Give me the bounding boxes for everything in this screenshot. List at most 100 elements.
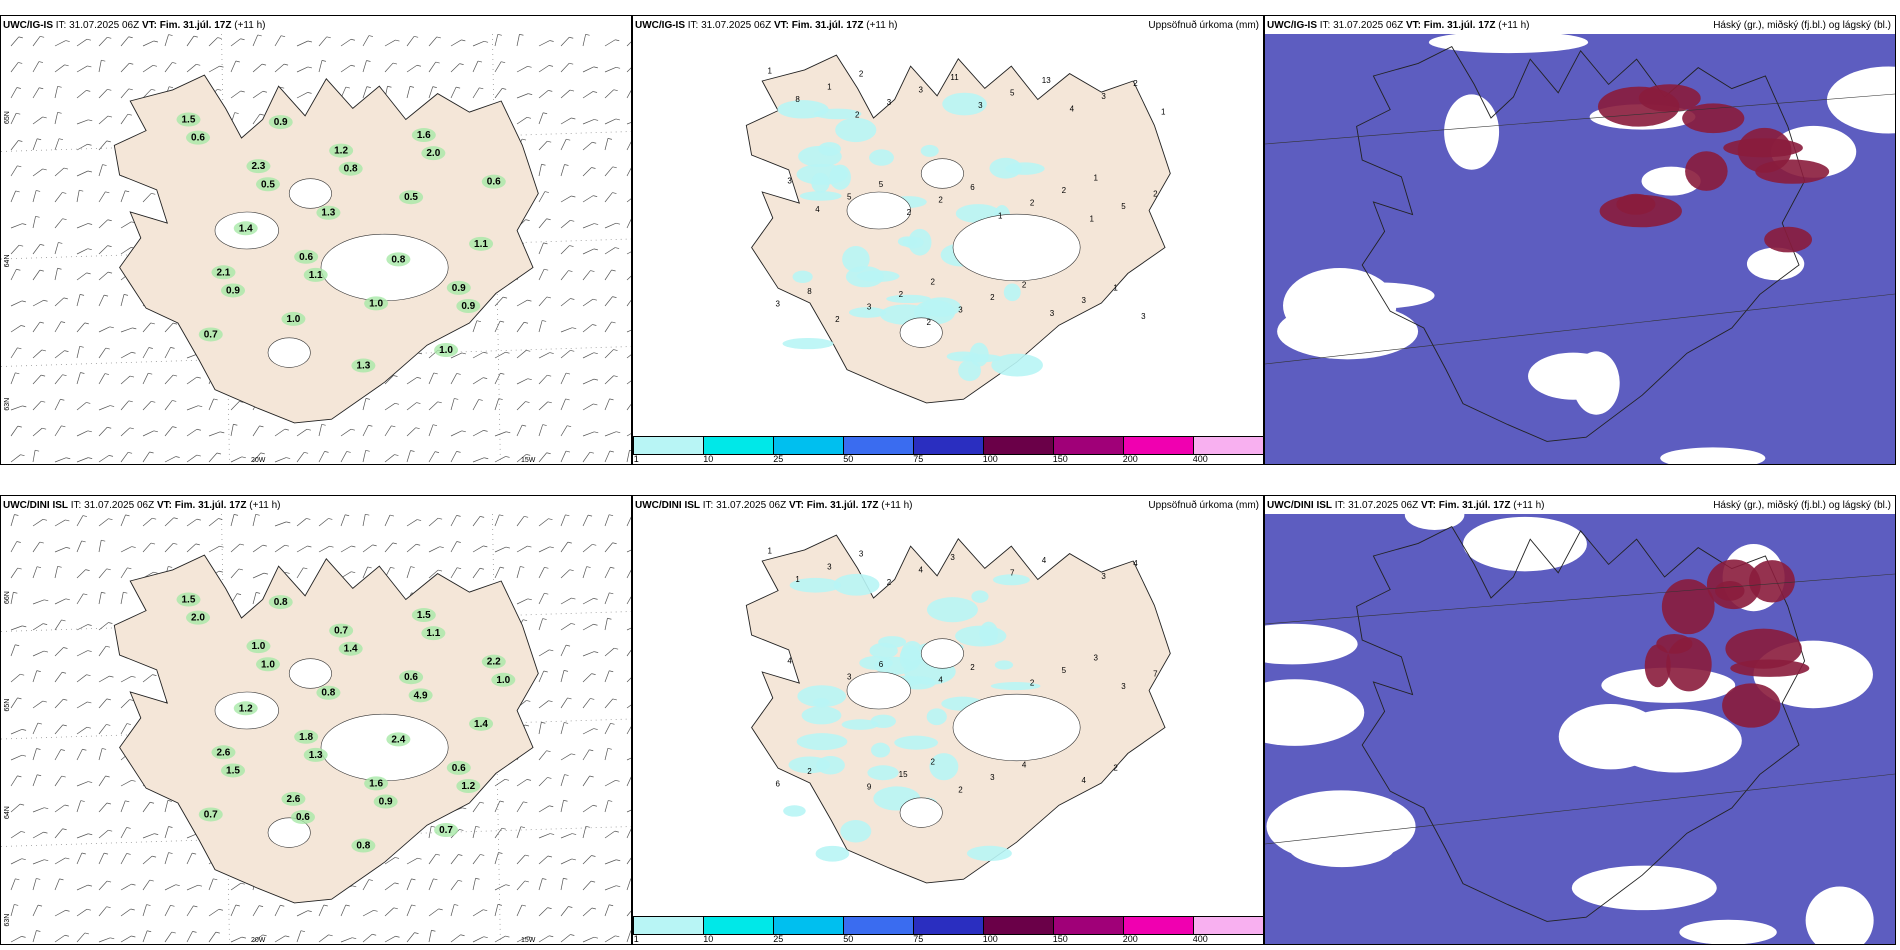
wind-barb — [450, 567, 462, 579]
wind-barb — [120, 327, 137, 333]
wind-barb — [472, 60, 483, 73]
wind-barb — [32, 650, 49, 657]
wind-barb — [32, 427, 47, 437]
wind-barb — [318, 451, 329, 463]
convergence-area — [364, 776, 389, 791]
wind-barb — [604, 431, 621, 437]
precip-area — [994, 660, 1014, 670]
wind-barb — [32, 116, 47, 125]
wind-barb — [32, 349, 46, 359]
precip-area — [902, 236, 924, 249]
wind-barb — [604, 779, 620, 787]
precip-area — [829, 164, 851, 190]
colorbar: 1 10 25 50 75 100 150 200 400 — [633, 916, 1263, 944]
precip-area — [886, 294, 931, 304]
wind-value: 1.0 — [369, 298, 383, 309]
wind-barb — [98, 326, 114, 333]
wind-value: 0.9 — [461, 301, 475, 312]
precip-value: 3 — [1093, 654, 1098, 663]
wind-barb — [494, 884, 510, 891]
wind-value: 0.5 — [261, 179, 275, 190]
wind-barb — [32, 700, 47, 709]
wind-barb — [252, 934, 267, 943]
wind-barb — [494, 431, 511, 437]
wind-barb — [230, 514, 239, 527]
wind-barb — [494, 296, 508, 307]
cloud-title: Háský (gr.), miðský (fj.bl.) og lágský (… — [1713, 20, 1891, 31]
precip-value: 2 — [835, 315, 840, 324]
precip-area — [869, 149, 894, 166]
convergence-area — [373, 794, 398, 809]
precip-value: 1 — [768, 547, 773, 556]
wind-barb — [538, 163, 546, 177]
wind-barb — [54, 425, 66, 437]
wind-barb — [538, 352, 554, 359]
wind-barb — [76, 402, 91, 411]
wind-barb — [340, 451, 351, 463]
wind-barb — [32, 87, 44, 99]
wind-barb — [538, 700, 553, 709]
convergence-area — [491, 672, 516, 687]
wind-value: 0.8 — [356, 841, 370, 852]
wind-barb — [54, 598, 70, 605]
wind-barb — [626, 516, 631, 527]
wind-barb — [428, 86, 437, 99]
wind-barb — [76, 189, 84, 203]
wind-barb — [76, 701, 92, 709]
cloud-cover-high — [1682, 103, 1745, 134]
precip-value: 3 — [1082, 296, 1087, 305]
wind-barb — [538, 374, 552, 385]
precip-value: 1 — [1089, 214, 1094, 223]
wind-barb — [582, 195, 598, 203]
cloud-cover-high — [1764, 226, 1813, 253]
panel-header: UWC/DINI ISL IT: 31.07.2025 06Z VT: Fim.… — [635, 500, 913, 511]
wind-value: 1.5 — [182, 595, 196, 606]
wind-panel-row1: UWC/IG-IS IT: 31.07.2025 06Z VT: Fim. 31… — [0, 15, 632, 465]
wind-barb — [54, 909, 70, 917]
wind-barb — [76, 430, 92, 437]
wind-barb — [560, 906, 573, 917]
wind-barb — [604, 66, 621, 73]
cloud-map — [1265, 514, 1895, 944]
wind-barb — [32, 168, 47, 177]
wind-barb — [54, 297, 68, 307]
wind-barb — [76, 593, 88, 605]
precip-value: 2 — [1153, 189, 1158, 198]
wind-barb — [604, 859, 621, 865]
precip-value: 13 — [1042, 76, 1051, 85]
wind-barb — [76, 272, 91, 281]
wind-value: 1.6 — [417, 130, 431, 141]
wind-barb — [626, 757, 631, 761]
wind-barb — [582, 352, 598, 359]
wind-barb — [472, 567, 485, 579]
wind-value: 1.2 — [461, 781, 475, 792]
wind-barb — [538, 424, 547, 437]
wind-barb — [494, 852, 503, 865]
wind-barb — [120, 675, 136, 683]
wind-barb — [516, 801, 528, 813]
wind-barb — [560, 858, 576, 865]
wind-barb — [142, 542, 156, 553]
wind-barb — [516, 321, 529, 333]
wind-barb — [582, 673, 596, 683]
precip-value: 4 — [1070, 104, 1075, 113]
colorbar-cell — [983, 917, 1053, 934]
wind-barb — [98, 645, 111, 657]
precip-panel-row2: UWC/DINI ISL IT: 31.07.2025 06Z VT: Fim.… — [632, 495, 1264, 945]
wind-barb — [604, 830, 619, 839]
wind-barb — [582, 119, 599, 125]
wind-barb — [54, 828, 67, 839]
convergence-area — [456, 778, 481, 793]
wind-barb — [32, 831, 48, 839]
wind-barb — [626, 776, 631, 787]
panel-header: UWC/IG-IS IT: 31.07.2025 06Z VT: Fim. 31… — [3, 20, 266, 31]
wind-barb — [560, 670, 569, 683]
wind-barb — [54, 267, 62, 281]
cloud-cover-high — [1599, 194, 1682, 228]
wind-barb — [32, 722, 42, 735]
wind-barb — [76, 932, 89, 943]
wind-barb — [450, 451, 461, 463]
wind-barb — [362, 909, 378, 917]
precip-value: 11 — [950, 73, 959, 82]
wind-barb — [164, 904, 175, 917]
